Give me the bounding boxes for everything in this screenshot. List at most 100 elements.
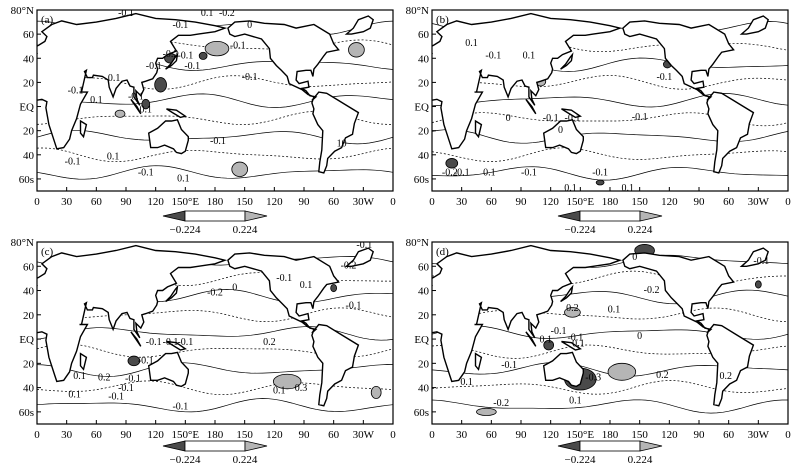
colorbar: −0.224 0.224 <box>557 210 663 236</box>
contour-line <box>37 165 393 180</box>
coastline <box>560 284 574 303</box>
lon-tick-label: 90 <box>516 429 528 441</box>
lon-tick-label: 90 <box>121 196 133 208</box>
lon-tick-label: 90 <box>694 429 706 441</box>
lat-tick-label: EQ <box>19 102 34 114</box>
colorbar-pos-arrow <box>244 440 268 452</box>
contour-label: 0.1 <box>177 173 190 184</box>
contour-label: 0.3 <box>295 383 308 394</box>
contour-line <box>37 343 393 358</box>
coastline <box>165 52 179 70</box>
lon-tick-label: 90 <box>121 429 133 441</box>
coastline <box>227 20 360 174</box>
contour-label: -0.1 <box>551 326 567 337</box>
coastline <box>542 118 584 155</box>
lat-tick-label: 20 <box>418 358 430 370</box>
contour-label: -0.1 <box>485 50 501 61</box>
lat-tick-label: 40 <box>23 383 35 395</box>
lon-tick-label: 120 <box>266 196 283 208</box>
lon-tick-label: 150°E <box>567 196 595 208</box>
coastline <box>166 340 187 351</box>
coastline <box>622 20 755 174</box>
panel-label: (a) <box>41 14 54 26</box>
lon-tick-label: 180 <box>207 196 224 208</box>
contour-label: 0.1 <box>622 183 635 194</box>
coastline <box>739 15 770 35</box>
lon-tick-label: 150 <box>631 429 648 441</box>
colorbar-max-label: 0.224 <box>233 454 258 464</box>
lon-tick-label: 30 <box>61 196 73 208</box>
contour-label: -0.2 <box>644 285 660 296</box>
lon-tick-label: 0 <box>34 196 40 208</box>
contour-label: -0.2 <box>207 287 223 298</box>
lat-tick-label: EQ <box>19 334 34 346</box>
lon-tick-label: 90 <box>516 196 528 208</box>
lon-tick-label: 120 <box>542 429 559 441</box>
lat-tick-label: 20 <box>23 358 35 370</box>
colorbar: −0.224 0.224 <box>162 440 268 464</box>
colorbar-middle <box>579 440 641 452</box>
lat-tick-label: 60s <box>19 174 34 186</box>
contour-label: 0.1 <box>68 389 81 400</box>
coastline <box>432 12 623 150</box>
coastline <box>561 108 583 119</box>
positive-shaded-area <box>231 161 249 177</box>
coastline <box>542 351 584 388</box>
panel-label: (c) <box>41 246 54 258</box>
contour-label: -0.1 <box>242 72 258 83</box>
lat-tick-label: 80°N <box>406 237 429 249</box>
contour-label: -0.1 <box>210 136 226 147</box>
negative-shaded-area <box>754 280 762 289</box>
lon-tick-label: 60 <box>723 429 735 441</box>
lon-tick-label: 180 <box>602 196 619 208</box>
contour-label: 0.1 <box>201 8 214 19</box>
map-panel-1: -0.1 0.1 -0.2-0.1 0-0.1-0.2-0.1-0.1 -0.10.1-… <box>11 5 397 236</box>
contour-label: 0.1 <box>73 371 86 382</box>
contour-label: 0 <box>232 283 237 294</box>
coastline <box>165 284 179 303</box>
lon-tick-label: 150°E <box>567 429 595 441</box>
lon-tick-label: 30W <box>748 196 770 208</box>
coastline <box>37 244 228 383</box>
coastline <box>622 252 755 407</box>
contour-label: -0.1 <box>346 301 362 312</box>
contour-label: -0.1 <box>632 112 648 123</box>
lat-tick-label: 60 <box>23 29 35 41</box>
contour-label: -0.2 <box>493 398 509 409</box>
lat-tick-label: 20 <box>23 77 35 89</box>
lat-tick-label: 40 <box>418 286 430 298</box>
colorbar-min-label: −0.224 <box>565 224 596 236</box>
colorbar-max-label: 0.224 <box>233 224 258 236</box>
lon-tick-label: 0 <box>34 429 40 441</box>
contour-label: 0 <box>558 125 563 136</box>
contour-line <box>432 166 788 181</box>
contour-label: 0 <box>632 252 637 263</box>
contour-label: -0.2 <box>442 167 458 178</box>
coastline <box>147 118 189 155</box>
colorbar: −0.224 0.224 <box>162 210 268 236</box>
coastline <box>474 352 483 371</box>
colorbar-neg-arrow <box>557 210 581 222</box>
lon-tick-label: 0 <box>785 429 791 441</box>
colorbar-pos-arrow <box>639 210 663 222</box>
lon-tick-label: 60 <box>328 429 340 441</box>
contour-label: 0.1 <box>108 73 121 84</box>
contour-line <box>432 75 788 90</box>
lon-tick-label: 30W <box>748 429 770 441</box>
contour-label: -0.1 <box>543 113 559 124</box>
lat-tick-label: 20 <box>418 310 430 322</box>
contour-line <box>37 75 393 90</box>
lon-tick-label: 150°E <box>172 196 200 208</box>
colorbar-max-label: 0.224 <box>628 224 653 236</box>
lon-tick-label: 0 <box>390 196 396 208</box>
contour-line <box>432 147 788 162</box>
contour-label: 0.1 <box>140 105 153 116</box>
lon-tick-label: 150 <box>236 196 253 208</box>
lon-tick-label: 180 <box>602 429 619 441</box>
contour-label: -0.1 <box>118 8 134 19</box>
contour-label: -0.1 <box>65 156 81 167</box>
contour-label: 0.2 <box>98 372 111 383</box>
contour-label: -0.2 <box>219 8 235 19</box>
contour-label: -0.1 <box>68 85 84 96</box>
lat-tick-label: 80°N <box>11 237 34 249</box>
